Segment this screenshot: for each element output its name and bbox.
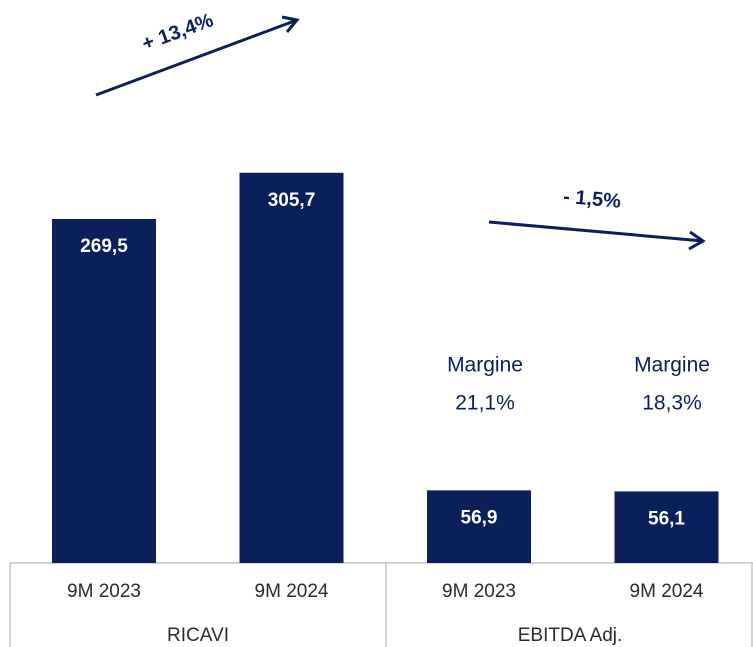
growth-label: + 13,4%: [139, 9, 216, 55]
x-tick-label: 9M 2024: [255, 581, 329, 602]
bar: [52, 218, 156, 563]
value-label: 305,7: [268, 190, 316, 211]
growth-arrow: [488, 220, 706, 251]
bar: [614, 491, 719, 563]
margin-value: 18,3%: [642, 392, 702, 415]
growth-arrow: [95, 15, 300, 97]
value-label: 269,5: [80, 236, 128, 257]
margin-label: Margine: [634, 354, 710, 377]
x-tick-label: 9M 2023: [67, 581, 141, 602]
x-tick-label: 9M 2023: [442, 581, 516, 602]
margin-value: 21,1%: [455, 392, 515, 415]
value-label: 56,1: [648, 508, 685, 529]
x-tick-label: 9M 2024: [630, 581, 704, 602]
bar: [427, 490, 531, 563]
group-label: RICAVI: [167, 625, 229, 646]
bar: [239, 172, 344, 563]
value-label: 56,9: [461, 507, 498, 528]
growth-label: - 1,5%: [562, 186, 622, 213]
group-label: EBITDA Adj.: [518, 625, 623, 646]
margin-label: Margine: [447, 354, 523, 377]
